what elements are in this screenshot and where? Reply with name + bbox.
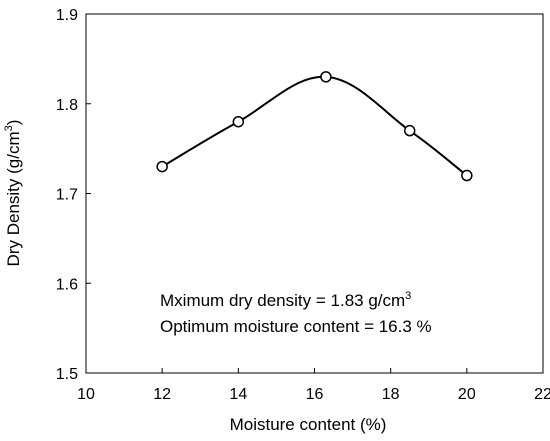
series-points: [156, 71, 473, 182]
y-tick-label: 1.9: [56, 7, 78, 24]
series-line: [161, 75, 468, 177]
data-point: [156, 160, 168, 173]
x-axis-ticks: 10 12 14 16 18 20 22: [77, 368, 550, 403]
y-tick-label: 1.8: [56, 97, 78, 114]
x-tick-label: 18: [382, 386, 400, 403]
y-tick-label: 1.5: [56, 366, 78, 383]
x-axis-label: Moisture content (%): [230, 415, 387, 434]
y-axis-label-main: Dry Density (g/cm: [4, 131, 23, 266]
annotation-max-density-main: Mximum dry density = 1.83 g/cm: [160, 291, 405, 310]
data-point: [461, 169, 473, 182]
y-tick-label: 1.7: [56, 187, 78, 204]
annotation-optimum-moisture: Optimum moisture content = 16.3 %: [160, 317, 432, 336]
y-tick-label: 1.6: [56, 276, 78, 293]
x-tick-label: 22: [534, 386, 550, 403]
y-axis-label-sup: 3: [3, 125, 15, 131]
annotation-max-density-sup: 3: [405, 290, 411, 302]
y-axis-label-end: ): [4, 120, 23, 126]
y-axis-ticks: 1.5 1.6 1.7 1.8 1.9: [56, 7, 91, 383]
data-point: [232, 115, 245, 128]
annotation-max-density: Mximum dry density = 1.83 g/cm3: [160, 290, 411, 310]
y-axis-label: Dry Density (g/cm3): [3, 120, 23, 267]
x-tick-label: 20: [458, 386, 476, 403]
x-tick-label: 12: [153, 386, 171, 403]
x-tick-label: 16: [306, 386, 324, 403]
x-tick-label: 10: [77, 386, 95, 403]
data-point: [403, 124, 416, 137]
data-point: [320, 71, 332, 83]
x-tick-label: 14: [229, 386, 247, 403]
